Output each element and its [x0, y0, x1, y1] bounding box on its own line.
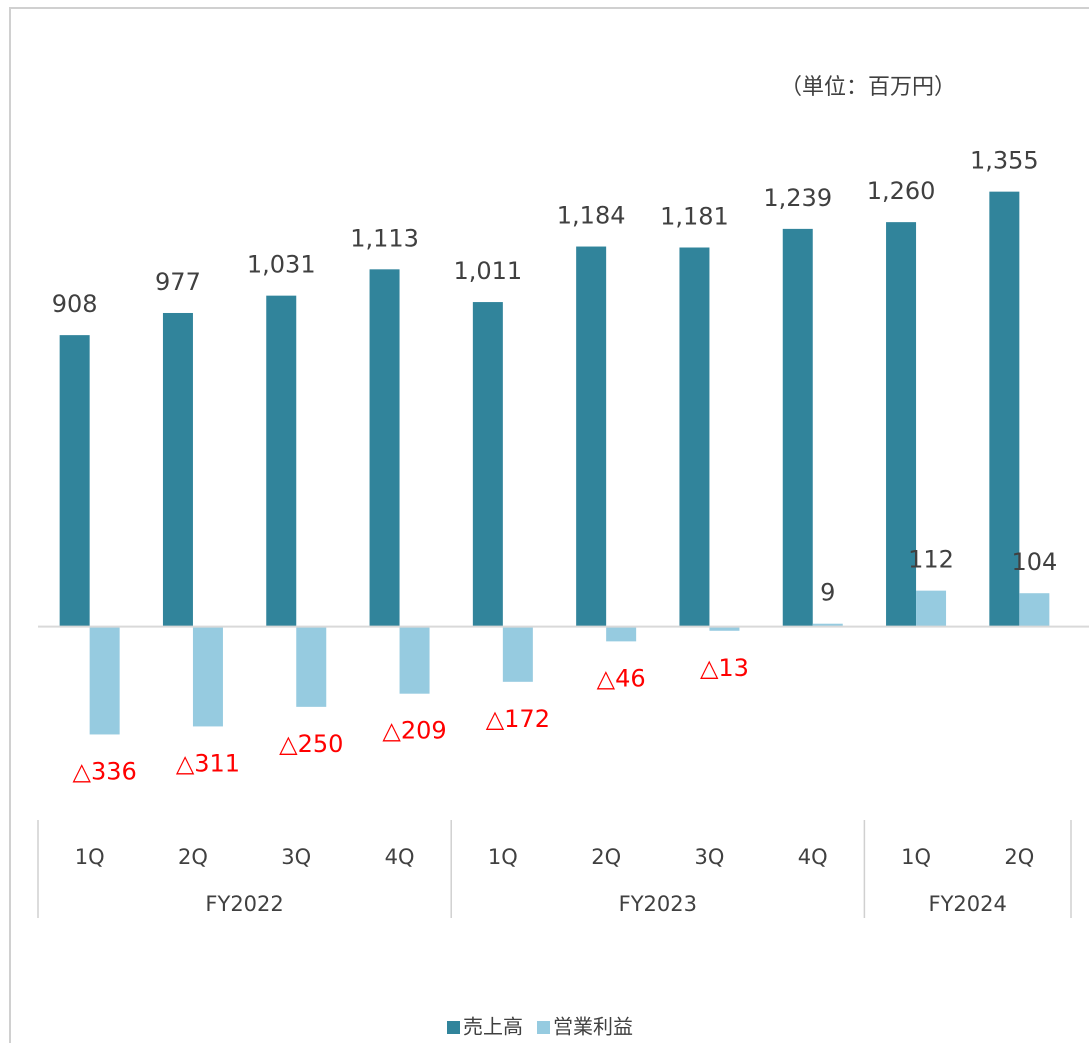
bar [502, 626, 533, 682]
legend-swatch [537, 1021, 550, 1034]
data-label: 1,031 [247, 251, 316, 279]
data-label: 1,355 [970, 147, 1039, 175]
x-tick-label: 4Q [798, 845, 828, 869]
data-label: 1,113 [350, 224, 419, 252]
data-label: △13 [700, 654, 749, 682]
bar [679, 247, 710, 627]
bar [989, 191, 1020, 627]
data-label: 1,011 [453, 257, 522, 285]
bar [1019, 593, 1050, 627]
bar [89, 626, 120, 735]
x-tick-label: 3Q [281, 845, 311, 869]
data-label: 1,260 [867, 177, 936, 205]
bar [709, 626, 740, 631]
bar [916, 590, 947, 627]
group-label: FY2022 [205, 892, 283, 916]
x-tick-label: 4Q [385, 845, 415, 869]
legend-label: 売上高 [463, 1015, 523, 1039]
data-label: 1,239 [763, 184, 832, 212]
data-label: △311 [176, 749, 240, 777]
x-tick-label: 3Q [695, 845, 725, 869]
group-label: FY2024 [929, 892, 1007, 916]
data-label: 908 [52, 290, 98, 318]
bar [59, 335, 90, 627]
data-label: 977 [155, 268, 201, 296]
data-label: 104 [1011, 548, 1057, 576]
bar [886, 222, 917, 627]
bar [369, 269, 400, 627]
data-label: 112 [908, 546, 954, 574]
data-label: 1,184 [557, 202, 626, 230]
bar [162, 312, 193, 627]
bar [472, 302, 503, 627]
bar [192, 626, 223, 727]
data-label: △250 [279, 730, 343, 758]
x-tick-label: 1Q [75, 845, 105, 869]
x-tick-label: 1Q [901, 845, 931, 869]
data-label: △336 [73, 757, 137, 785]
bar [812, 623, 843, 627]
data-label: △172 [486, 705, 550, 733]
x-tick-label: 2Q [1004, 845, 1034, 869]
legend-label: 営業利益 [553, 1015, 633, 1039]
group-label: FY2023 [619, 892, 697, 916]
bar [782, 228, 813, 627]
data-label: 9 [820, 579, 835, 607]
bar [266, 295, 297, 627]
data-label: 1,181 [660, 202, 729, 230]
bar [296, 626, 327, 707]
x-tick-label: 2Q [178, 845, 208, 869]
x-tick-label: 2Q [591, 845, 621, 869]
bar [399, 626, 430, 694]
unit-label: （単位：百万円） [780, 75, 956, 100]
data-label: △209 [382, 717, 446, 745]
legend-swatch [447, 1021, 460, 1034]
data-label: △46 [597, 664, 646, 692]
x-tick-label: 1Q [488, 845, 518, 869]
bar [576, 246, 607, 627]
bar [606, 626, 637, 642]
